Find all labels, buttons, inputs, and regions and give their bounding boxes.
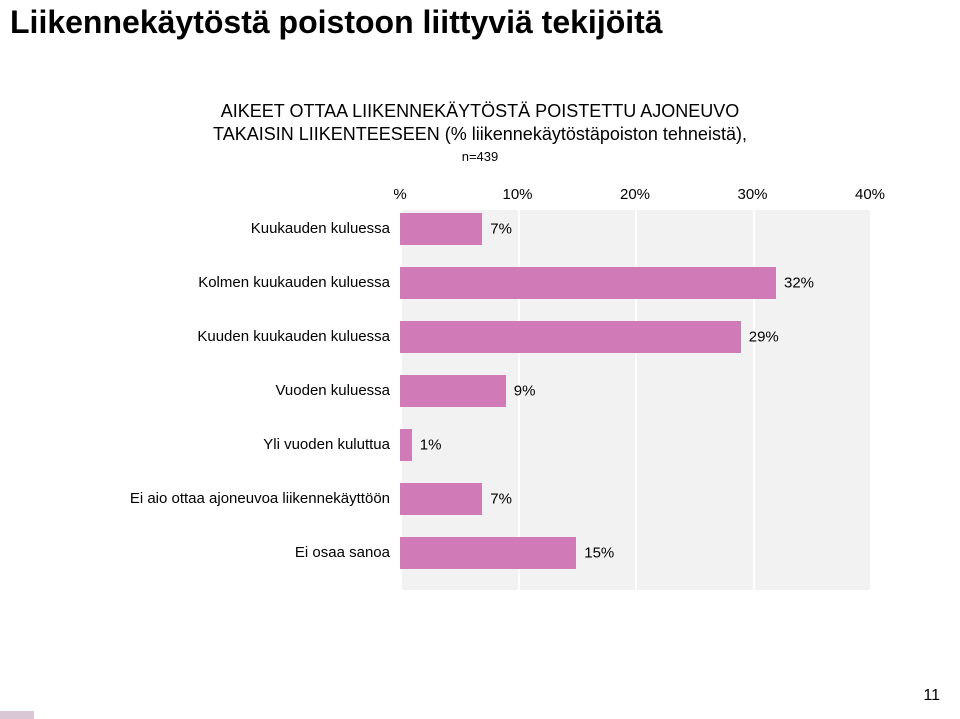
bar-value-label: 15% <box>584 545 614 562</box>
page-title: Liikennekäytöstä poistoon liittyviä teki… <box>10 4 663 41</box>
x-tick-label: 40% <box>855 186 885 203</box>
bar <box>400 267 776 299</box>
category-label: Kuukauden kuluessa <box>70 221 390 238</box>
category-label: Vuoden kuluessa <box>70 383 390 400</box>
bar <box>400 321 741 353</box>
bar <box>400 375 506 407</box>
chart-title-line2: TAKAISIN LIIKENTEESEEN (% liikennekäytös… <box>213 124 747 144</box>
category-label: Kuuden kuukauden kuluessa <box>70 329 390 346</box>
bar <box>400 429 412 461</box>
x-tick-label: 10% <box>502 186 532 203</box>
category-label: Yli vuoden kuluttua <box>70 437 390 454</box>
bar-row: Ei aio ottaa ajoneuvoa liikennekäyttöön7… <box>400 483 870 515</box>
category-label: Ei osaa sanoa <box>70 545 390 562</box>
bar-row: Kuukauden kuluessa7% <box>400 213 870 245</box>
bar <box>400 213 482 245</box>
bar-value-label: 7% <box>490 491 512 508</box>
bar-row: Kuuden kuukauden kuluessa29% <box>400 321 870 353</box>
x-tick-label: 30% <box>737 186 767 203</box>
chart-title-line1: AIKEET OTTAA LIIKENNEKÄYTÖSTÄ POISTETTU … <box>221 101 739 121</box>
bar <box>400 483 482 515</box>
bar <box>400 537 576 569</box>
x-tick-label: % <box>393 186 406 203</box>
bar-row: Yli vuoden kuluttua1% <box>400 429 870 461</box>
footer-mark <box>0 711 34 719</box>
gridline <box>870 210 872 590</box>
bar-row: Kolmen kuukauden kuluessa32% <box>400 267 870 299</box>
bar-value-label: 9% <box>514 383 536 400</box>
bar-value-label: 29% <box>749 329 779 346</box>
chart-title: AIKEET OTTAA LIIKENNEKÄYTÖSTÄ POISTETTU … <box>0 100 960 166</box>
page-number: 11 <box>923 687 940 705</box>
x-tick-label: 20% <box>620 186 650 203</box>
chart-area: %10%20%30%40% Kuukauden kuluessa7%Kolmen… <box>70 180 890 600</box>
category-label: Kolmen kuukauden kuluessa <box>70 275 390 292</box>
bar-value-label: 7% <box>490 221 512 238</box>
plot-region: %10%20%30%40% Kuukauden kuluessa7%Kolmen… <box>400 210 870 590</box>
bar-row: Ei osaa sanoa15% <box>400 537 870 569</box>
bar-row: Vuoden kuluessa9% <box>400 375 870 407</box>
bar-value-label: 32% <box>784 275 814 292</box>
category-label: Ei aio ottaa ajoneuvoa liikennekäyttöön <box>70 491 390 508</box>
bar-value-label: 1% <box>420 437 442 454</box>
chart-subtitle: n=439 <box>0 149 960 166</box>
